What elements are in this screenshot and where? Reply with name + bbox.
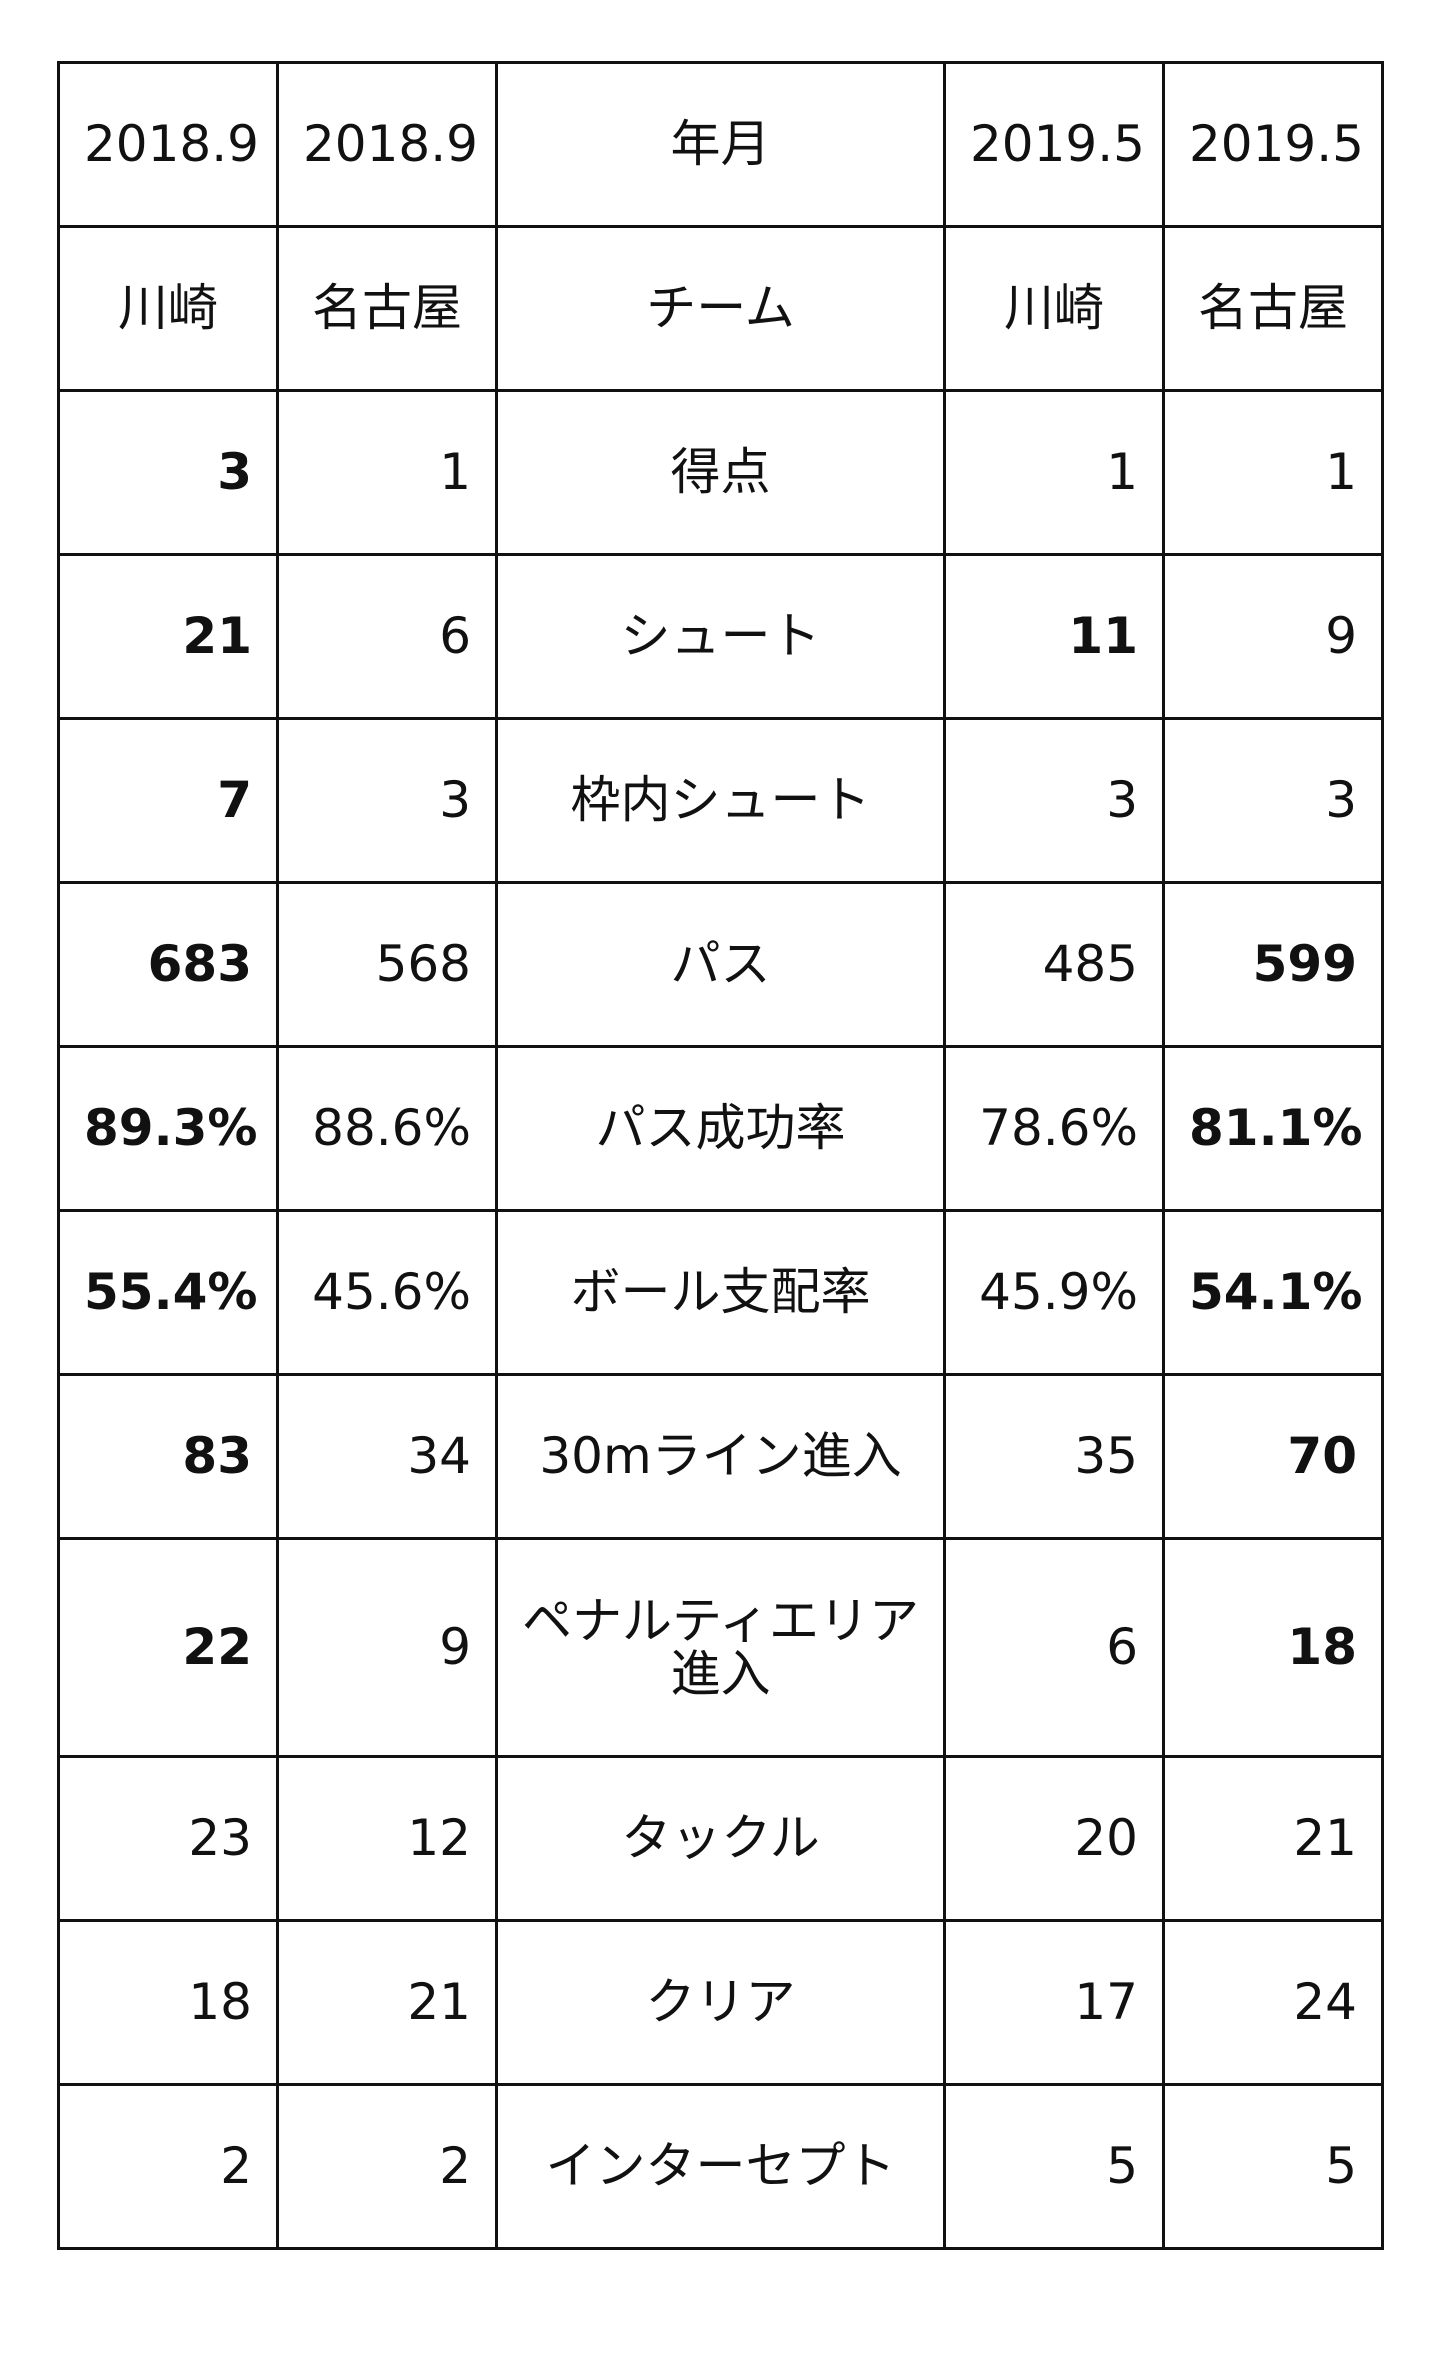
header-cell: 2019.5 bbox=[1162, 61, 1384, 228]
table-cell: 21 bbox=[1162, 1755, 1384, 1922]
header-cell: 2018.9 bbox=[276, 61, 498, 228]
table-cell: 54.1% bbox=[1162, 1209, 1384, 1376]
table-cell: 78.6% bbox=[943, 1045, 1165, 1212]
table-row: 683 568 パス 485 599 bbox=[57, 881, 1384, 1048]
table-cell: 2 bbox=[57, 2083, 279, 2250]
table-cell: 599 bbox=[1162, 881, 1384, 1048]
table-cell: 20 bbox=[943, 1755, 1165, 1922]
table-row: 21 6 シュート 11 9 bbox=[57, 553, 1384, 720]
header-cell: 名古屋 bbox=[1162, 225, 1384, 392]
table-cell: 45.6% bbox=[276, 1209, 498, 1376]
table-cell: 35 bbox=[943, 1373, 1165, 1540]
stat-label: 30mライン進入 bbox=[495, 1373, 946, 1540]
table-cell: 9 bbox=[276, 1537, 498, 1758]
table-cell: 1 bbox=[276, 389, 498, 556]
table-cell: 89.3% bbox=[57, 1045, 279, 1212]
table-cell: 568 bbox=[276, 881, 498, 1048]
table-cell: 3 bbox=[276, 717, 498, 884]
table-cell: 21 bbox=[276, 1919, 498, 2086]
table-cell: 18 bbox=[1162, 1537, 1384, 1758]
table-cell: 22 bbox=[57, 1537, 279, 1758]
stat-label: クリア bbox=[495, 1919, 946, 2086]
stat-label: パス bbox=[495, 881, 946, 1048]
table-row: 83 34 30mライン進入 35 70 bbox=[57, 1373, 1384, 1540]
stats-table: 2018.9 2018.9 年月 2019.5 2019.5 川崎 名古屋 チー… bbox=[57, 61, 1384, 2250]
stat-label: タックル bbox=[495, 1755, 946, 1922]
header-cell: チーム bbox=[495, 225, 946, 392]
header-cell: 2019.5 bbox=[943, 61, 1165, 228]
table-cell: 3 bbox=[943, 717, 1165, 884]
table-row: 18 21 クリア 17 24 bbox=[57, 1919, 1384, 2086]
table-cell: 5 bbox=[1162, 2083, 1384, 2250]
table-cell: 3 bbox=[1162, 717, 1384, 884]
table-cell: 1 bbox=[943, 389, 1165, 556]
table-cell: 45.9% bbox=[943, 1209, 1165, 1376]
header-cell: 2018.9 bbox=[57, 61, 279, 228]
table-cell: 81.1% bbox=[1162, 1045, 1384, 1212]
table-cell: 6 bbox=[943, 1537, 1165, 1758]
table-cell: 2 bbox=[276, 2083, 498, 2250]
table-cell: 5 bbox=[943, 2083, 1165, 2250]
table-cell: 17 bbox=[943, 1919, 1165, 2086]
table-row: 3 1 得点 1 1 bbox=[57, 389, 1384, 556]
table-row: 2 2 インターセプト 5 5 bbox=[57, 2083, 1384, 2250]
table-cell: 11 bbox=[943, 553, 1165, 720]
stat-label: パス成功率 bbox=[495, 1045, 946, 1212]
table-cell: 70 bbox=[1162, 1373, 1384, 1540]
table-cell: 9 bbox=[1162, 553, 1384, 720]
table-cell: 24 bbox=[1162, 1919, 1384, 2086]
table-cell: 6 bbox=[276, 553, 498, 720]
table-cell: 683 bbox=[57, 881, 279, 1048]
table-cell: 485 bbox=[943, 881, 1165, 1048]
table-cell: 3 bbox=[57, 389, 279, 556]
table-cell: 12 bbox=[276, 1755, 498, 1922]
stat-label: 得点 bbox=[495, 389, 946, 556]
header-cell: 名古屋 bbox=[276, 225, 498, 392]
header-cell: 川崎 bbox=[943, 225, 1165, 392]
table-row: 22 9 ペナルティエリア進入 6 18 bbox=[57, 1537, 1384, 1758]
stat-label: シュート bbox=[495, 553, 946, 720]
stat-label: 枠内シュート bbox=[495, 717, 946, 884]
table-cell: 18 bbox=[57, 1919, 279, 2086]
table-row: 55.4% 45.6% ボール支配率 45.9% 54.1% bbox=[57, 1209, 1384, 1376]
table-cell: 83 bbox=[57, 1373, 279, 1540]
header-row-team: 川崎 名古屋 チーム 川崎 名古屋 bbox=[57, 225, 1384, 392]
stat-label: ペナルティエリア進入 bbox=[495, 1537, 946, 1758]
table-cell: 23 bbox=[57, 1755, 279, 1922]
table-cell: 7 bbox=[57, 717, 279, 884]
table-cell: 34 bbox=[276, 1373, 498, 1540]
table-row: 89.3% 88.6% パス成功率 78.6% 81.1% bbox=[57, 1045, 1384, 1212]
table-cell: 1 bbox=[1162, 389, 1384, 556]
table-row: 7 3 枠内シュート 3 3 bbox=[57, 717, 1384, 884]
stat-rows: 3 1 得点 1 1 21 6 シュート 11 9 7 3 枠内シュート 3 3 683 568 パス 485 599… bbox=[57, 389, 1384, 2250]
header-cell: 年月 bbox=[495, 61, 946, 228]
stat-label: インターセプト bbox=[495, 2083, 946, 2250]
table-cell: 55.4% bbox=[57, 1209, 279, 1376]
table-row: 23 12 タックル 20 21 bbox=[57, 1755, 1384, 1922]
stat-label: ボール支配率 bbox=[495, 1209, 946, 1376]
header-row-year-month: 2018.9 2018.9 年月 2019.5 2019.5 bbox=[57, 61, 1384, 228]
table-cell: 21 bbox=[57, 553, 279, 720]
header-cell: 川崎 bbox=[57, 225, 279, 392]
table-cell: 88.6% bbox=[276, 1045, 498, 1212]
